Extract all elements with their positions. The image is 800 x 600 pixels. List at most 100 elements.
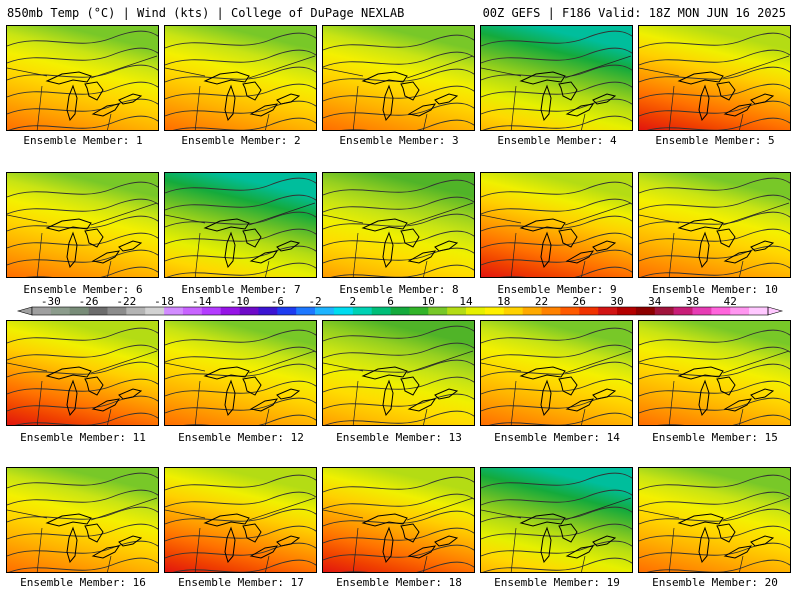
border-lines bbox=[7, 350, 158, 425]
great-lakes-outline bbox=[698, 379, 710, 417]
great-lakes-outline bbox=[242, 523, 262, 543]
height-contour bbox=[7, 215, 158, 232]
height-contour bbox=[165, 397, 316, 414]
ensemble-map-panel bbox=[480, 172, 633, 278]
height-contour bbox=[639, 329, 790, 346]
great-lakes-outline bbox=[91, 250, 121, 264]
ensemble-member-label: Ensemble Member: 2 bbox=[181, 134, 301, 147]
colorbar-segment bbox=[730, 307, 750, 315]
colorbar-frame bbox=[31, 306, 769, 316]
height-contour bbox=[481, 327, 632, 344]
temperature-field bbox=[639, 468, 790, 572]
height-contour bbox=[481, 506, 632, 523]
great-lakes-outline bbox=[203, 218, 250, 232]
height-contour bbox=[481, 215, 632, 232]
height-contour bbox=[639, 346, 790, 363]
height-contour bbox=[7, 378, 158, 395]
colorbar-segment bbox=[258, 307, 278, 315]
height-contour bbox=[323, 476, 474, 493]
great-lakes-outline bbox=[249, 103, 279, 117]
great-lakes-outline bbox=[45, 218, 92, 232]
great-lakes-outline bbox=[66, 379, 78, 417]
ensemble-member-label: Ensemble Member: 10 bbox=[652, 283, 778, 296]
great-lakes-outline bbox=[118, 535, 143, 547]
height-contour bbox=[7, 523, 158, 540]
great-lakes-outline bbox=[400, 376, 420, 396]
great-lakes-outline bbox=[249, 250, 279, 264]
colorbar-tick-label: 26 bbox=[573, 296, 586, 308]
height-contour bbox=[341, 561, 474, 572]
colorbar-segment bbox=[390, 307, 410, 315]
colorbar-segment bbox=[69, 307, 89, 315]
great-lakes-outline bbox=[519, 366, 566, 380]
colorbar-tick-label: 38 bbox=[686, 296, 699, 308]
ensemble-member-label: Ensemble Member: 4 bbox=[497, 134, 617, 147]
border-lines bbox=[639, 497, 790, 572]
height-contour bbox=[165, 49, 316, 66]
ensemble-member-label: Ensemble Member: 6 bbox=[23, 283, 143, 296]
ensemble-member-label: Ensemble Member: 8 bbox=[339, 283, 459, 296]
height-contour bbox=[639, 508, 790, 525]
colorbar-segment bbox=[145, 307, 165, 315]
ensemble-member-label: Ensemble Member: 16 bbox=[20, 576, 146, 589]
ensemble-member-label: Ensemble Member: 3 bbox=[339, 134, 459, 147]
height-contour bbox=[481, 540, 632, 557]
colorbar-segment bbox=[692, 307, 712, 315]
height-contour bbox=[324, 410, 474, 425]
colorbar-tick-label: -22 bbox=[116, 296, 136, 308]
height-contour bbox=[165, 474, 316, 491]
great-lakes-outline bbox=[66, 231, 78, 269]
height-contour bbox=[7, 47, 158, 64]
height-contour bbox=[639, 194, 790, 211]
border-lines bbox=[639, 350, 790, 425]
border-lines bbox=[481, 202, 632, 277]
great-lakes-outline bbox=[558, 228, 578, 248]
height-contour bbox=[165, 346, 316, 363]
colorbar-segment bbox=[371, 307, 391, 315]
great-lakes-outline bbox=[716, 376, 736, 396]
great-lakes-outline bbox=[242, 376, 262, 396]
height-contour bbox=[7, 198, 158, 215]
height-contour bbox=[7, 64, 158, 81]
height-contour bbox=[165, 542, 316, 559]
map-title: 850mb Temp (°C) | Wind (kts) | College o… bbox=[7, 6, 405, 20]
great-lakes-outline bbox=[400, 523, 420, 543]
great-lakes-outline bbox=[677, 71, 724, 85]
temperature-field bbox=[639, 173, 790, 277]
colorbar-tick-label: 14 bbox=[459, 296, 473, 308]
great-lakes-outline bbox=[723, 103, 753, 117]
great-lakes-outline bbox=[84, 228, 104, 248]
colorbar-tick-label: -26 bbox=[79, 296, 99, 308]
height-contour bbox=[7, 489, 158, 506]
height-contour bbox=[323, 325, 474, 342]
height-contour bbox=[166, 262, 316, 277]
colorbar-segment bbox=[447, 307, 467, 315]
ensemble-map-panel bbox=[480, 320, 633, 426]
great-lakes-outline bbox=[276, 93, 301, 105]
border-lines bbox=[481, 55, 632, 130]
great-lakes-outline bbox=[242, 81, 262, 101]
great-lakes-outline bbox=[84, 376, 104, 396]
great-lakes-outline bbox=[750, 535, 775, 547]
border-lines bbox=[481, 497, 632, 572]
height-contour bbox=[323, 230, 474, 247]
height-contour bbox=[323, 527, 474, 544]
temperature-field bbox=[481, 468, 632, 572]
height-contour bbox=[323, 393, 474, 410]
height-contour bbox=[323, 102, 474, 119]
height-contour bbox=[165, 83, 316, 100]
great-lakes-outline bbox=[540, 379, 552, 417]
great-lakes-outline bbox=[716, 228, 736, 248]
great-lakes-outline bbox=[45, 71, 92, 85]
ensemble-member-label: Ensemble Member: 5 bbox=[655, 134, 775, 147]
colorbar-tick-label: -14 bbox=[192, 296, 212, 308]
temperature-field bbox=[481, 321, 632, 425]
ensemble-map-panel bbox=[638, 320, 791, 426]
height-contour bbox=[640, 262, 790, 277]
colorbar-tick-label: 18 bbox=[497, 296, 510, 308]
great-lakes-outline bbox=[382, 231, 394, 269]
great-lakes-outline bbox=[519, 513, 566, 527]
great-lakes-outline bbox=[434, 535, 459, 547]
great-lakes-outline bbox=[407, 103, 437, 117]
colorbar-segment bbox=[88, 307, 108, 315]
